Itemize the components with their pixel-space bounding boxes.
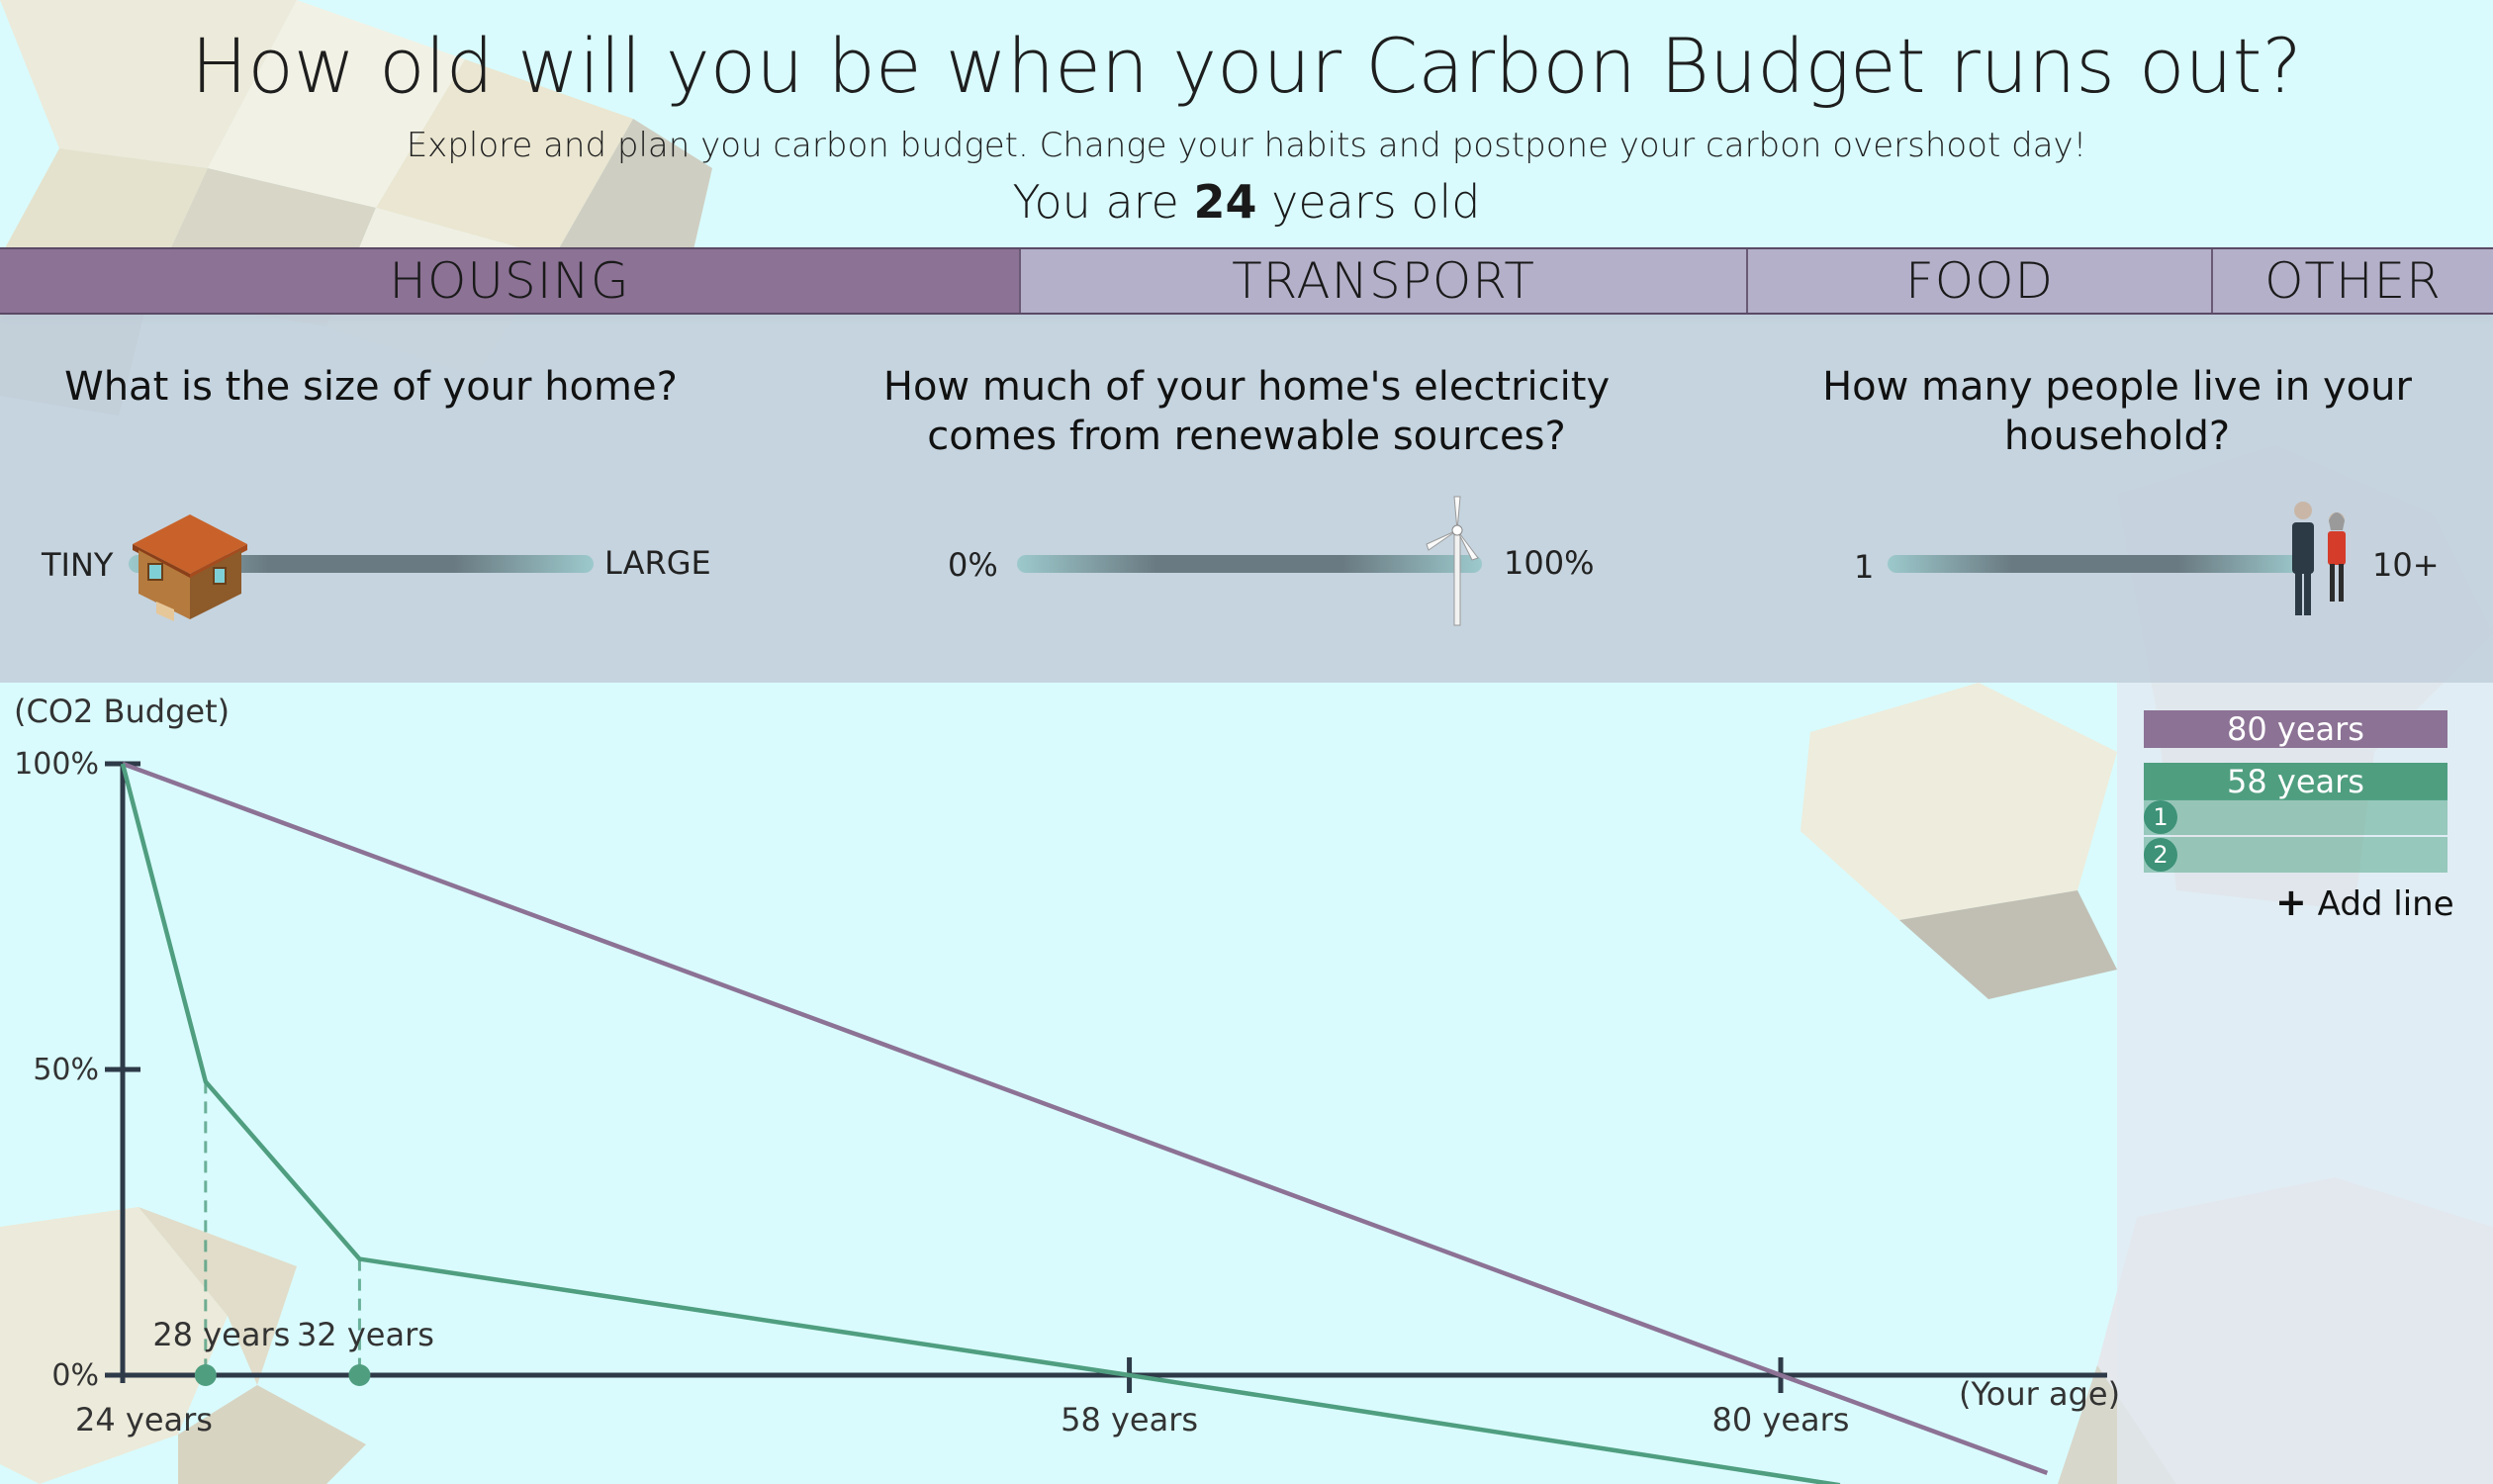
question-renewable: How much of your home's electricity come…: [882, 364, 1611, 459]
marker-dot: [348, 1364, 371, 1386]
question-household: How many people live in your household?: [1822, 364, 2412, 459]
legend-slot-1[interactable]: [2144, 799, 2447, 835]
x-tick-label: 80 years: [1712, 1401, 1850, 1438]
carbon-budget-chart: 100% 50% 0% 24 years 58 years 80 years (CO2 Bu…: [14, 693, 2120, 1484]
marker-label: 28 years: [152, 1316, 290, 1353]
series-line-1: [122, 761, 2049, 1475]
house-icon[interactable]: [129, 499, 251, 625]
x-tick-label: 24 years: [75, 1401, 213, 1438]
renewable-slider[interactable]: [1017, 555, 1482, 573]
tab-housing[interactable]: HOUSING: [0, 249, 1021, 313]
add-line-button[interactable]: + Add line: [2275, 881, 2454, 924]
marker-dot: [194, 1364, 217, 1386]
household-slider[interactable]: [1888, 555, 2303, 573]
question-home-size: What is the size of your home?: [64, 364, 678, 410]
tab-other[interactable]: OTHER: [2213, 249, 2493, 313]
wind-turbine-icon[interactable]: [1425, 495, 1494, 629]
y-axis-title: (CO2 Budget): [14, 693, 230, 730]
y-tick-label: 100%: [14, 747, 99, 782]
tab-transport[interactable]: TRANSPORT: [1021, 249, 1748, 313]
people-icon[interactable]: [2281, 499, 2360, 617]
y-tick-label: 0%: [51, 1358, 99, 1393]
questions-panel: What is the size of your home? TINY LARG…: [0, 315, 2493, 683]
slider-min-label: TINY: [42, 546, 114, 584]
legend-slot-number: 1: [2144, 800, 2177, 834]
marker-label: 32 years: [297, 1316, 434, 1353]
y-tick-label: 50%: [33, 1053, 99, 1087]
legend-entry-80-years[interactable]: 80 years: [2144, 710, 2447, 748]
x-tick-label: 58 years: [1061, 1401, 1198, 1438]
age-prefix: You are: [1012, 175, 1179, 229]
legend-slot-number: 2: [2144, 838, 2177, 872]
page-title: How old will you be when your Carbon Bud…: [191, 22, 2302, 110]
tab-food[interactable]: FOOD: [1748, 249, 2213, 313]
legend-slot-2[interactable]: [2144, 837, 2447, 873]
age-value: 24: [1193, 175, 1257, 229]
x-axis-title: (Your age): [1959, 1375, 2120, 1413]
category-tabs: HOUSING TRANSPORT FOOD OTHER: [0, 247, 2493, 315]
page-subtitle: Explore and plan you carbon budget. Chan…: [406, 126, 2087, 165]
legend-entry-58-years[interactable]: 58 years: [2144, 763, 2447, 800]
slider-min-label: 0%: [948, 546, 998, 584]
age-suffix: years old: [1271, 175, 1481, 229]
home-size-slider[interactable]: [129, 555, 594, 573]
slider-max-label: LARGE: [604, 544, 711, 582]
add-line-label: Add line: [2317, 884, 2454, 924]
slider-min-label: 1: [1854, 548, 1875, 586]
age-statement: You are 24 years old: [0, 175, 2493, 229]
plus-icon: +: [2275, 881, 2307, 924]
slider-max-label: 10+: [2372, 546, 2440, 584]
slider-max-label: 100%: [1504, 544, 1595, 582]
